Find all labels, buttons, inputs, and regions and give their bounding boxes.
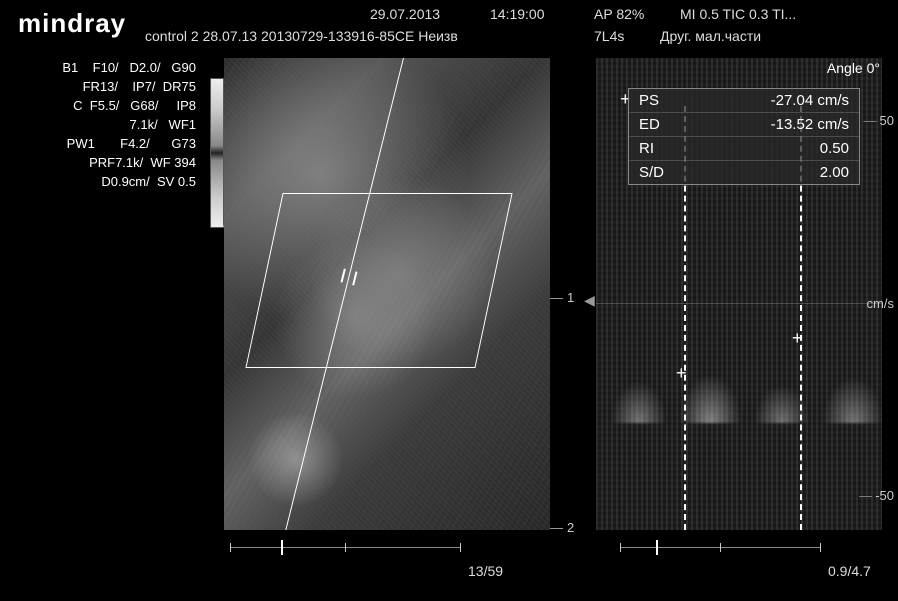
cine-timeline-right[interactable] (620, 543, 820, 561)
date-label: 29.07.2013 (370, 6, 440, 22)
meas-label: S/D (639, 164, 664, 181)
cine-frame-right: 0.9/4.7 (828, 563, 871, 579)
param-row: PRF7.1k/ WF 394 (6, 153, 196, 172)
param-row: D0.9cm/ SV 0.5 (6, 172, 196, 191)
meas-row-ed: ED -13.52 cm/s (629, 113, 859, 137)
caliper-marker[interactable]: + (676, 368, 687, 378)
brand-logo: mindray (18, 8, 126, 39)
doppler-waveform (596, 303, 882, 423)
depth-tick: 1 (550, 290, 574, 305)
footer-bar: 13/59 0.9/4.7 (0, 543, 898, 589)
exam-label: Друг. мал.части (660, 28, 761, 44)
meas-value: -13.52 cm/s (771, 116, 849, 133)
meas-label: PS (639, 92, 659, 109)
doppler-scale: 50 cm/s -50 (858, 58, 894, 530)
meas-value: -27.04 cm/s (771, 92, 849, 109)
color-roi-box[interactable] (245, 193, 512, 368)
mi-label: MI 0.5 TIC 0.3 TI... (680, 6, 796, 22)
depth-tick: 2 (550, 520, 574, 535)
meas-value: 2.00 (820, 164, 849, 181)
scale-unit: cm/s (867, 296, 894, 311)
caliper-marker[interactable]: + (792, 333, 803, 343)
measurement-panel: PS -27.04 cm/s ED -13.52 cm/s RI 0.50 S/… (628, 88, 860, 185)
scan-params-panel: B1 F10/ D2.0/ G90 FR13/ IP7/ DR75 C F5.5… (6, 58, 196, 191)
baseline-arrow-icon: ◀ (584, 292, 595, 309)
bmode-image[interactable] (224, 58, 550, 530)
cine-frame-left: 13/59 (468, 563, 503, 579)
header-bar: mindray 29.07.2013 14:19:00 AP 82% MI 0.… (0, 0, 898, 50)
probe-label: 7L4s (594, 28, 624, 44)
meas-row-ri: RI 0.50 (629, 137, 859, 161)
param-row: FR13/ IP7/ DR75 (6, 77, 196, 96)
meas-label: ED (639, 116, 660, 133)
param-row: B1 F10/ D2.0/ G90 (6, 58, 196, 77)
param-row: 7.1k/ WF1 (6, 115, 196, 134)
meas-value: 0.50 (820, 140, 849, 157)
time-label: 14:19:00 (490, 6, 545, 22)
meas-row-ps: PS -27.04 cm/s (629, 89, 859, 113)
param-row: C F5.5/ G68/ IP8 (6, 96, 196, 115)
meas-label: RI (639, 140, 654, 157)
velocity-colorbar (210, 78, 224, 228)
cine-timeline-left[interactable] (230, 543, 460, 561)
param-row: PW1 F4.2/ G73 (6, 134, 196, 153)
scale-tick: -50 (859, 488, 894, 503)
meas-row-sd: S/D 2.00 (629, 161, 859, 184)
ap-label: AP 82% (594, 6, 644, 22)
patient-label: control 2 28.07.13 20130729-133916-85CE … (145, 28, 458, 44)
scale-tick: 50 (864, 113, 894, 128)
